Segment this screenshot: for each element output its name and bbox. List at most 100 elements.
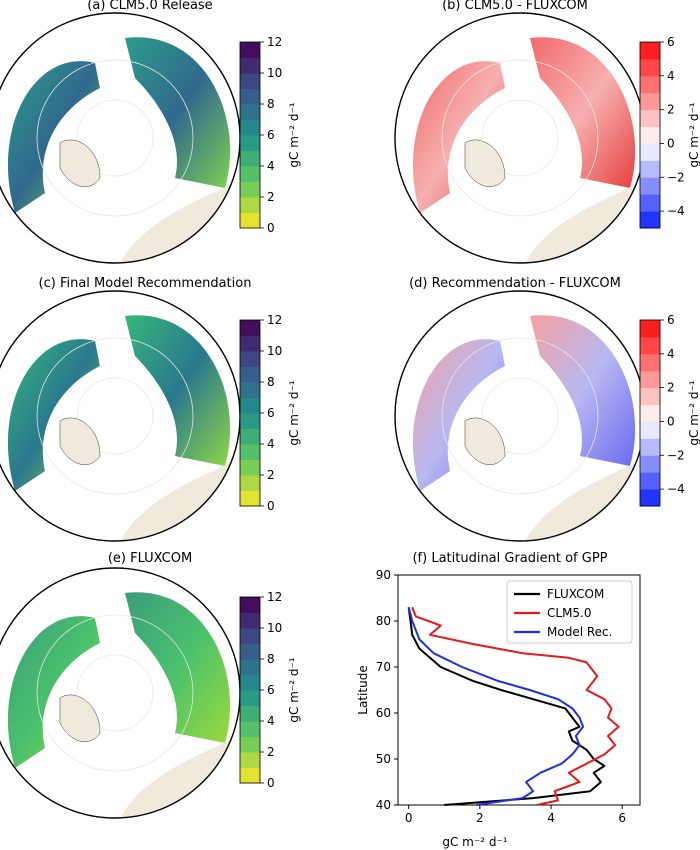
colorbar-c: 0 2 4 6 8 10 12 gC m⁻² d⁻¹ bbox=[239, 313, 301, 513]
colorbar-segment bbox=[240, 752, 260, 768]
polar-map-a bbox=[0, 12, 241, 264]
y-tick-label: 60 bbox=[376, 706, 391, 720]
x-tick-label: 4 bbox=[547, 811, 555, 825]
north-america-data bbox=[7, 616, 100, 768]
colorbar-tick-label: 0 bbox=[267, 221, 275, 235]
latitude-ring bbox=[441, 337, 599, 495]
colorbar-segment bbox=[640, 320, 660, 338]
colorbar-tick-label: 10 bbox=[267, 621, 282, 635]
colorbar-label: gC m⁻² d⁻¹ bbox=[287, 380, 301, 445]
polar-map-d bbox=[394, 290, 646, 542]
colorbar-segment bbox=[240, 57, 260, 74]
colorbar-tick-label: 4 bbox=[667, 347, 675, 361]
colorbar-segment bbox=[240, 119, 260, 136]
colorbar-tick-label: 6 bbox=[667, 35, 675, 49]
latitude-ring bbox=[36, 614, 194, 772]
colorbar-tick-label: 2 bbox=[267, 745, 275, 759]
latitude-ring bbox=[76, 654, 154, 732]
y-tick-label: 50 bbox=[376, 752, 391, 766]
colorbar-segment bbox=[640, 421, 660, 439]
colorbar-segment bbox=[240, 382, 260, 398]
colorbar-tick-label: 2 bbox=[267, 190, 275, 204]
x-tick-label: 2 bbox=[476, 811, 484, 825]
colorbar-label: gC m⁻² d⁻¹ bbox=[687, 102, 700, 167]
y-tick-label: 80 bbox=[376, 614, 391, 628]
colorbar-tick-label: 10 bbox=[267, 344, 282, 358]
colorbar-segment bbox=[640, 194, 660, 212]
greenland bbox=[464, 417, 506, 465]
colorbar-segment bbox=[640, 92, 660, 111]
colorbar-segment bbox=[240, 428, 260, 445]
colorbar-segment bbox=[240, 150, 260, 167]
colorbar-segment bbox=[640, 160, 660, 178]
colorbar-segment bbox=[240, 767, 260, 784]
colorbar-segment bbox=[240, 73, 260, 89]
y-tick-label: 90 bbox=[376, 568, 391, 582]
colorbar-segment bbox=[640, 336, 660, 355]
series-line-fluxcom bbox=[407, 607, 606, 806]
colorbar-segment bbox=[240, 397, 260, 414]
colorbar-tick-label: 0 bbox=[267, 776, 275, 790]
x-tick-label: 0 bbox=[405, 811, 413, 825]
north-america-data bbox=[412, 61, 505, 213]
colorbar-segment bbox=[240, 135, 260, 151]
colorbar-tick-label: −2 bbox=[667, 170, 685, 184]
latitude-ring bbox=[36, 337, 194, 495]
colorbar-tick-label: 6 bbox=[667, 313, 675, 327]
latitude-ring bbox=[481, 377, 559, 455]
colorbar-segment bbox=[240, 413, 260, 429]
colorbar-segment bbox=[240, 212, 260, 229]
eurasia-data bbox=[530, 37, 636, 188]
panel-c-title: (c) Final Model Recommendation bbox=[38, 276, 252, 291]
legend-box bbox=[506, 580, 633, 644]
colorbar-segment bbox=[240, 104, 260, 120]
colorbar-segment bbox=[240, 490, 260, 507]
colorbar-segment bbox=[240, 166, 260, 182]
colorbar-tick-label: 8 bbox=[267, 375, 275, 389]
colorbar-segment bbox=[240, 181, 260, 198]
colorbar-tick-label: 2 bbox=[667, 381, 675, 395]
colorbar-b: −4 −2 0 2 4 6 gC m⁻² d⁻¹ bbox=[639, 35, 700, 229]
panel-d-title: (d) Recommendation - FLUXCOM bbox=[409, 276, 621, 291]
legend-entry: Model Rec. bbox=[547, 625, 612, 639]
polar-map-c bbox=[0, 290, 241, 542]
colorbar-e: 0 2 4 6 8 10 12 gC m⁻² d⁻¹ bbox=[239, 590, 301, 790]
colorbar-segment bbox=[240, 88, 260, 105]
colorbar-segment bbox=[240, 612, 260, 629]
colorbar-segment bbox=[640, 143, 660, 161]
colorbar-tick-label: 2 bbox=[667, 103, 675, 117]
colorbar-label: gC m⁻² d⁻¹ bbox=[287, 657, 301, 722]
colorbar-tick-label: 0 bbox=[267, 499, 275, 513]
colorbar-segment bbox=[640, 109, 660, 128]
colorbar-tick-label: 2 bbox=[267, 468, 275, 482]
colorbar-segment bbox=[640, 472, 660, 490]
greenland bbox=[59, 139, 101, 187]
greenland bbox=[59, 694, 101, 742]
colorbar-tick-label: 6 bbox=[267, 406, 275, 420]
colorbar-segment bbox=[240, 705, 260, 722]
series-line-clm5-0 bbox=[411, 606, 620, 806]
colorbar-segment bbox=[240, 366, 260, 383]
colorbar-tick-label: −2 bbox=[667, 448, 685, 462]
colorbar-tick-label: 12 bbox=[267, 35, 282, 49]
colorbar-segment bbox=[640, 489, 660, 507]
latitude-ring bbox=[76, 99, 154, 177]
colorbar-segment bbox=[240, 690, 260, 706]
colorbar-segment bbox=[640, 177, 660, 195]
eurasia-data bbox=[125, 592, 231, 743]
colorbar-segment bbox=[240, 628, 260, 644]
colorbar-frame bbox=[639, 41, 661, 229]
x-axis-label: gC m⁻² d⁻¹ bbox=[442, 835, 507, 849]
colorbar-frame bbox=[639, 319, 661, 507]
latitude-ring bbox=[481, 99, 559, 177]
colorbar-label: gC m⁻² d⁻¹ bbox=[687, 380, 700, 445]
colorbar-segment bbox=[640, 438, 660, 456]
colorbar-segment bbox=[240, 459, 260, 476]
colorbar-tick-label: 12 bbox=[267, 590, 282, 604]
colorbar-tick-label: 8 bbox=[267, 97, 275, 111]
panel-b-title: (b) CLM5.0 - FLUXCOM bbox=[442, 0, 588, 13]
colorbar-tick-label: 0 bbox=[667, 136, 675, 150]
colorbar-segment bbox=[640, 75, 660, 94]
colorbar-segment bbox=[240, 475, 260, 491]
panel-f-title: (f) Latitudinal Gradient of GPP bbox=[412, 551, 608, 566]
